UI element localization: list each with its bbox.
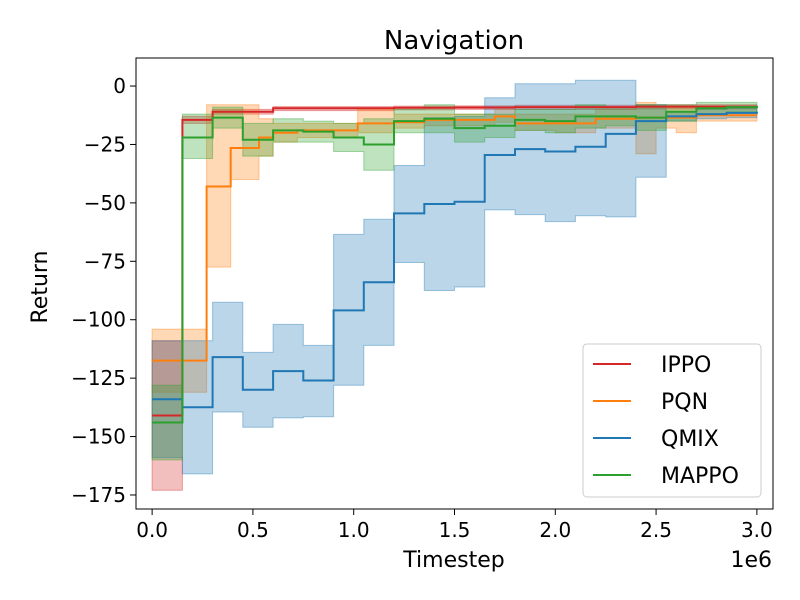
y-axis: 0 −25 −50 −75 −100 −125 −150 −175	[71, 74, 136, 507]
qmix-line	[152, 111, 758, 409]
x-tick-label: 2.5	[640, 518, 672, 542]
x-tick-label: 1.5	[439, 518, 471, 542]
chart-title: Navigation	[384, 26, 524, 56]
y-tick-label: −125	[71, 366, 126, 390]
x-tick-label: 1.0	[338, 518, 370, 542]
legend-label-qmix: QMIX	[661, 427, 719, 452]
x-tick-label: 2.0	[539, 518, 571, 542]
mappo-line	[152, 105, 758, 424]
y-tick-label: −75	[84, 249, 126, 273]
y-axis-label: Return	[28, 250, 53, 323]
x-tick-label: 0.0	[136, 518, 168, 542]
x-axis-scale-label: 1e6	[730, 548, 772, 573]
x-axis: 0.0 0.5 1.0 1.5 2.0 2.5 3.0	[136, 509, 773, 542]
y-tick-label: −50	[84, 191, 126, 215]
y-tick-label: −175	[71, 483, 126, 507]
y-tick-label: −100	[71, 308, 126, 332]
legend-box	[582, 343, 762, 498]
x-tick-label: 0.5	[237, 518, 269, 542]
x-axis-label: Timestep	[402, 548, 504, 573]
legend-label-ippo: IPPO	[661, 353, 711, 378]
y-tick-label: −150	[71, 425, 126, 449]
x-tick-label: 3.0	[741, 518, 773, 542]
y-tick-label: −25	[84, 132, 126, 156]
series-lines	[152, 105, 758, 424]
legend-label-mappo: MAPPO	[661, 464, 739, 489]
legend-label-pqn: PQN	[661, 390, 708, 415]
legend: IPPO PQN QMIX MAPPO	[582, 343, 762, 498]
y-tick-label: 0	[113, 74, 126, 98]
